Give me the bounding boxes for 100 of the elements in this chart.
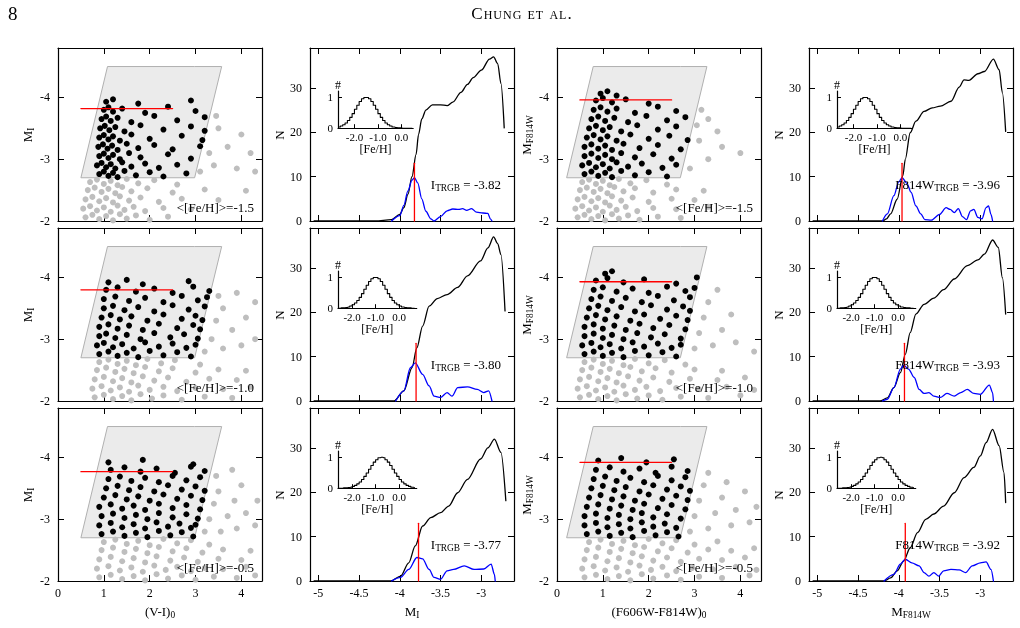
y-tick-label: -2 (40, 394, 50, 408)
x-tick-label: 0.0 (392, 490, 407, 503)
x-axis-title: M$_{I}$ (404, 603, 420, 621)
y-tick-label: 10 (290, 529, 302, 544)
x-axis-title: [Fe/H] (361, 502, 394, 517)
y-tick-label: 0 (795, 394, 801, 408)
y-tick-label: -2 (40, 214, 50, 228)
y-tick-label: 20 (290, 305, 302, 320)
y-tick-label: 0 (795, 214, 801, 228)
y-tick-label: 1 (327, 91, 333, 103)
y-tick-label: -4 (539, 450, 549, 465)
y-axis-title: N (770, 309, 787, 320)
y-tick-label: -3 (539, 332, 549, 347)
x-tick-label: -1.0 (865, 490, 884, 503)
y-tick-label: 1 (826, 451, 832, 463)
y-tick-label: -4 (539, 90, 549, 105)
x-tick-label: 3 (691, 586, 698, 600)
annotation: <[Fe/H]>=-0.5 (176, 559, 254, 576)
annotation: I$_{TRGB}$ = -3.82 (430, 176, 501, 194)
annotation: I$_{TRGB}$ = -3.80 (430, 356, 501, 374)
y-tick-label: -3 (40, 152, 50, 167)
y-tick-label: 10 (789, 169, 801, 184)
y-axis-title: N (271, 489, 288, 500)
y-tick-label: 20 (290, 125, 302, 140)
x-tick-label: 0.0 (392, 310, 407, 323)
y-tick-label: 30 (290, 440, 302, 455)
y-tick-label: 30 (290, 80, 302, 95)
y-tick-label: 30 (789, 440, 801, 455)
text: Chung et al. (471, 3, 573, 24)
text: 8 (8, 2, 18, 25)
y-tick-label: 1 (826, 271, 832, 283)
y-axis-title: # (335, 257, 341, 272)
x-tick-label: 4 (238, 586, 245, 600)
x-tick-label: -1.0 (366, 310, 385, 323)
x-tick-label: -2.0 (842, 490, 861, 503)
annotation: <[Fe/H]>=-0.5 (675, 559, 753, 576)
y-tick-label: -4 (539, 270, 549, 285)
x-axis-title: [Fe/H] (359, 142, 392, 157)
y-tick-label: 0 (826, 302, 833, 314)
y-tick-label: -4 (40, 270, 50, 285)
y-tick-label: 20 (789, 125, 801, 140)
y-axis-title: # (335, 437, 341, 452)
y-tick-label: -3 (539, 512, 549, 527)
y-tick-label: 30 (789, 260, 801, 275)
x-tick-label: -2.0 (345, 130, 364, 143)
y-tick-label: 0 (795, 574, 801, 588)
x-tick-label: -4.5 (349, 586, 369, 600)
y-axis-title: N (271, 129, 288, 140)
y-tick-label: -2 (539, 574, 549, 588)
y-axis-title: N (271, 309, 288, 320)
x-tick-label: -5 (812, 586, 823, 600)
x-axis-title: [Fe/H] (860, 502, 893, 517)
x-tick-label: 0.0 (394, 130, 409, 143)
annotation: <[Fe/H]>=-1.0 (176, 379, 254, 396)
x-tick-label: 0.0 (891, 490, 906, 503)
annotation: <[Fe/H]>=-1.5 (675, 199, 753, 216)
line-series (883, 558, 995, 582)
y-tick-label: 30 (789, 80, 801, 95)
x-tick-label: -2.0 (842, 310, 861, 323)
y-tick-label: 0 (296, 394, 302, 408)
annotation: <[Fe/H]>=-1.0 (675, 379, 753, 396)
x-tick-label: 2 (146, 586, 153, 600)
x-tick-label: -1.0 (366, 490, 385, 503)
x-tick-label: -2.0 (343, 310, 362, 323)
y-tick-label: 20 (789, 485, 801, 500)
x-tick-label: 1 (100, 586, 107, 600)
x-tick-label: -1.0 (369, 130, 388, 143)
x-tick-label: -3 (476, 586, 487, 600)
y-tick-label: -3 (40, 512, 50, 527)
y-tick-label: -4 (40, 90, 50, 105)
y-axis-title: # (335, 77, 341, 92)
y-tick-label: -3 (40, 332, 50, 347)
x-tick-label: 3 (192, 586, 199, 600)
x-axis-title: (F606W-F814W)$_{0}$ (611, 603, 707, 621)
x-tick-label: 0.0 (891, 310, 906, 323)
x-tick-label: 1 (599, 586, 606, 600)
y-tick-label: 10 (290, 169, 302, 184)
annotation: I$_{TRGB}$ = -3.77 (430, 536, 501, 554)
y-tick-label: 0 (296, 574, 302, 588)
y-tick-label: -2 (40, 574, 50, 588)
y-tick-label: 1 (826, 91, 832, 103)
y-tick-label: 0 (327, 122, 334, 134)
y-tick-label: 10 (789, 349, 801, 364)
x-tick-label: -4 (394, 586, 405, 600)
y-tick-label: 1 (327, 451, 333, 463)
x-axis-title: M$_{F814W}$ (891, 603, 931, 621)
y-tick-label: 0 (296, 214, 302, 228)
y-tick-label: -3 (539, 152, 549, 167)
x-tick-label: 0 (554, 586, 560, 600)
x-tick-label: -5 (313, 586, 324, 600)
x-tick-label: -3.5 (930, 586, 950, 600)
y-tick-label: 0 (327, 482, 334, 494)
y-tick-label: 10 (290, 349, 302, 364)
y-tick-label: 20 (789, 305, 801, 320)
y-axis-title: # (834, 437, 840, 452)
y-tick-label: 0 (826, 122, 833, 134)
y-tick-label: -2 (539, 214, 549, 228)
x-tick-label: -1.0 (868, 130, 887, 143)
x-axis-title: [Fe/H] (361, 322, 394, 337)
x-tick-label: 0.0 (893, 130, 908, 143)
